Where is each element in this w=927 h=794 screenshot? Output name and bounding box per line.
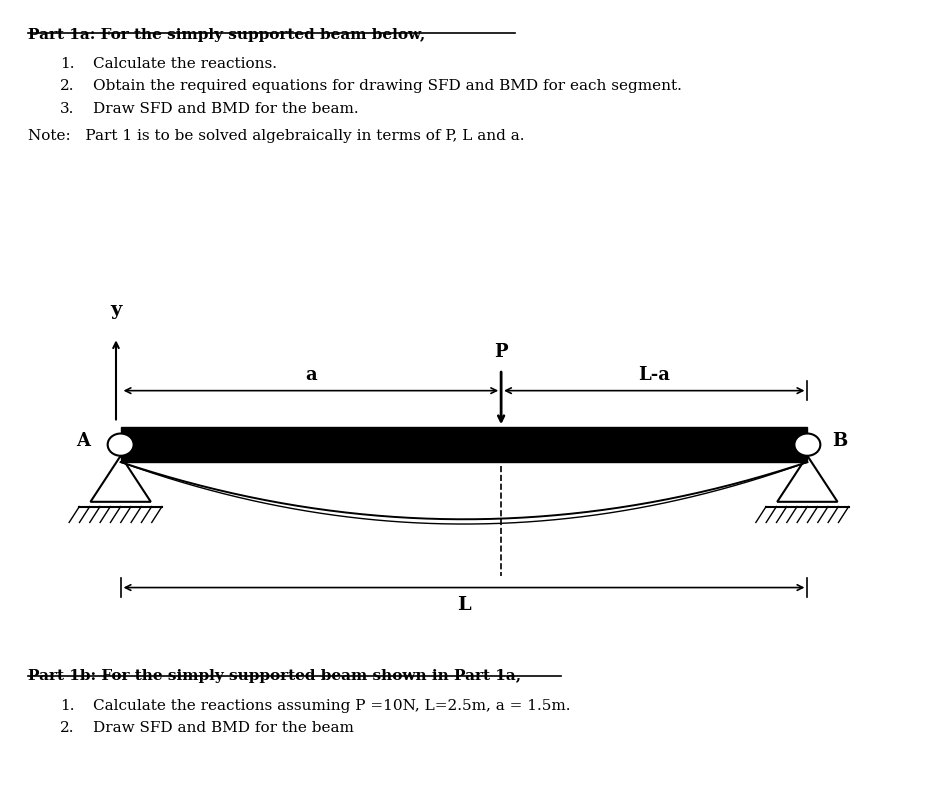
Text: L-a: L-a [638,366,669,384]
Text: y: y [110,301,121,319]
Text: a: a [305,366,316,384]
Text: Calculate the reactions.: Calculate the reactions. [93,57,276,71]
Text: Calculate the reactions assuming P =10N, L=2.5m, a = 1.5m.: Calculate the reactions assuming P =10N,… [93,699,570,713]
Text: Note:   Part 1 is to be solved algebraically in terms of P, L and a.: Note: Part 1 is to be solved algebraical… [28,129,524,143]
Text: 2.: 2. [59,79,74,94]
Text: A: A [76,433,91,450]
Text: Part 1a: For the simply supported beam below,: Part 1a: For the simply supported beam b… [28,28,425,42]
Text: 1.: 1. [59,699,74,713]
Circle shape [794,434,819,456]
Text: Draw SFD and BMD for the beam.: Draw SFD and BMD for the beam. [93,102,358,116]
Text: 1.: 1. [59,57,74,71]
Text: 2.: 2. [59,721,74,735]
Bar [121,427,806,462]
Text: L: L [457,596,470,614]
Text: P: P [494,343,507,360]
Text: Obtain the required equations for drawing SFD and BMD for each segment.: Obtain the required equations for drawin… [93,79,681,94]
Text: 3.: 3. [60,102,74,116]
Text: B: B [832,433,846,450]
Circle shape [108,434,133,456]
Text: Draw SFD and BMD for the beam: Draw SFD and BMD for the beam [93,721,353,735]
Text: Part 1b: For the simply supported beam shown in Part 1a,: Part 1b: For the simply supported beam s… [28,669,520,683]
